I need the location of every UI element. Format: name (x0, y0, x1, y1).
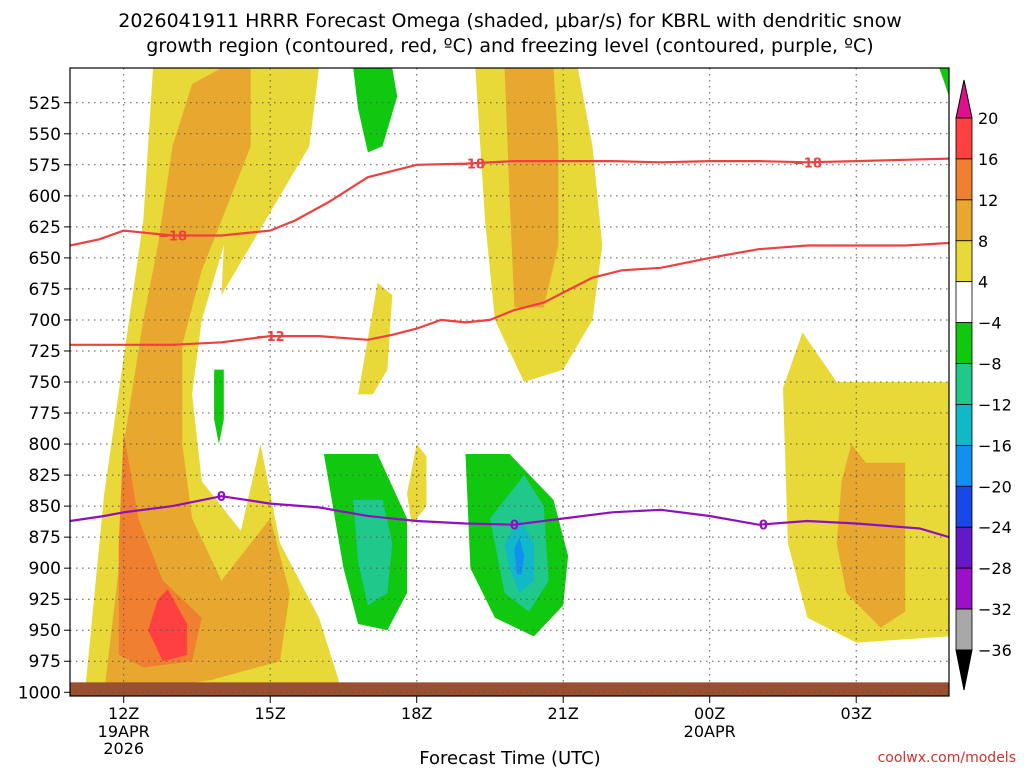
colorbar-box-1 (955, 158, 973, 201)
x-tick-label-03Z: 03Z (841, 704, 872, 723)
colorbar-label-12: −32 (978, 600, 1012, 619)
y-tick-label-975: 975 (29, 652, 61, 672)
y-tick-label-775: 775 (29, 404, 61, 424)
y-tick-label-550: 550 (29, 125, 61, 145)
x-tick-label-00Z: 00Z (694, 704, 725, 723)
colorbar-label-11: −28 (978, 559, 1012, 578)
y-tick-label-625: 625 (29, 218, 61, 238)
contour-label-minus12-0: −12 (256, 330, 285, 345)
y-tick-label-850: 850 (29, 497, 61, 517)
y-tick-label-675: 675 (29, 280, 61, 300)
colorbar-box-10 (955, 526, 973, 569)
contour-line-minus12 (70, 241, 949, 346)
x-tick-label-15Z: 15Z (255, 704, 286, 723)
y-tick-label-875: 875 (29, 528, 61, 548)
contour-label-minus18-1: −18 (456, 157, 485, 172)
y-tick-label-650: 650 (29, 249, 61, 269)
y-tick-label-1000: 1000 (18, 683, 61, 703)
colorbar-box-12 (955, 608, 973, 651)
y-tick-label-950: 950 (29, 621, 61, 641)
y-tick-label-725: 725 (29, 342, 61, 362)
omega-region-orange-center (504, 68, 559, 308)
omega-shading (70, 68, 949, 696)
y-tick-label-800: 800 (29, 435, 61, 455)
temperature-contours: −18 −18 −18 −12 0 0 0 (70, 156, 949, 539)
contour-line-zero (70, 495, 949, 539)
y-tick-label-750: 750 (29, 373, 61, 393)
x-tick-label-12Z: 12Z (108, 704, 139, 723)
colorbar-box-9 (955, 485, 973, 528)
y-tick-label-600: 600 (29, 187, 61, 207)
colorbar-box-6 (955, 363, 973, 405)
credit-text: coolwx.com/models (878, 750, 1016, 766)
omega-region-red-left (148, 589, 188, 662)
colorbar-label-1: 16 (978, 150, 998, 169)
y-tick-label-925: 925 (29, 590, 61, 610)
colorbar-label-2: 12 (978, 191, 998, 210)
chart-title-line2: growth region (contoured, red, ºC) and f… (146, 35, 873, 57)
colorbar-label-0: 20 (978, 109, 998, 128)
colorbar-box-11 (955, 567, 973, 610)
contour-line-minus18 (70, 157, 949, 247)
colorbar-box-0 (955, 117, 973, 160)
colorbar-label-9: −20 (978, 477, 1012, 496)
colorbar-box-4 (955, 281, 973, 324)
omega-region-yellow-small-2 (407, 444, 427, 525)
colorbar-box-5 (955, 322, 973, 364)
omega-region-orange-left (104, 68, 290, 693)
y-tick-label-825: 825 (29, 466, 61, 486)
colorbar-label-13: −36 (978, 641, 1012, 660)
colorbar-label-7: −12 (978, 395, 1012, 414)
contour-label-zero-1: 0 (510, 519, 519, 534)
colorbar-box-2 (955, 199, 973, 242)
y-axis-pressure: 525 550 575 600 625 650 675 700 725 750 775 800 825 8… (18, 94, 70, 703)
contour-label-zero-0: 0 (217, 490, 226, 505)
colorbar-label-4: 4 (978, 273, 988, 292)
colorbar-label-8: −16 (978, 436, 1012, 455)
omega-region-darkorange-left (118, 431, 202, 668)
x-tick-label-18Z: 18Z (401, 704, 432, 723)
colorbar-box-8 (955, 444, 973, 487)
y-tick-label-525: 525 (29, 94, 61, 114)
colorbar-bottom-arrow (955, 649, 973, 691)
grid-lines (70, 68, 949, 696)
x-tick-sublabel-00Z: 20APR (684, 722, 736, 741)
y-tick-label-900: 900 (29, 559, 61, 579)
x-axis-label: Forecast Time (UTC) (419, 748, 600, 768)
colorbar-label-3: 8 (978, 232, 988, 251)
colorbar-label-6: −8 (978, 355, 1002, 374)
contour-label-minus18-2: −18 (793, 156, 822, 171)
x-tick-year-12Z: 2026 (103, 739, 144, 758)
y-tick-label-700: 700 (29, 311, 61, 331)
colorbar-label-5: −4 (978, 314, 1002, 333)
colorbar-box-3 (955, 240, 973, 283)
omega-region-orange-right (836, 444, 906, 628)
x-tick-sublabel-12Z: 19APR (98, 722, 150, 741)
omega-region-green-top-right-sliver (939, 68, 949, 97)
omega-region-teal-left-blob (353, 499, 393, 606)
contour-label-zero-2: 0 (759, 518, 768, 533)
colorbar-box-7 (955, 404, 973, 446)
chart-title-line1: 2026041911 HRRR Forecast Omega (shaded, … (118, 10, 902, 32)
omega-region-green-top-blob (353, 68, 398, 153)
contour-label-minus18-0: −18 (158, 230, 187, 245)
omega-region-green-small-sliver (214, 369, 224, 445)
colorbar-legend: 20 16 12 8 4 −4 −8 −12 −16 −20 −24 −28 −32 −36 (955, 79, 1012, 691)
colorbar-label-10: −24 (978, 518, 1012, 537)
x-tick-label-21Z: 21Z (548, 704, 579, 723)
ground-strip (70, 682, 949, 696)
y-tick-label-575: 575 (29, 156, 61, 176)
omega-region-blue-right-blob (514, 537, 525, 575)
